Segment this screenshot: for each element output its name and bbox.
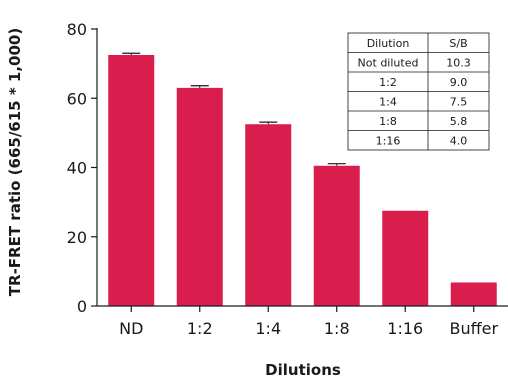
x-ticks-group: ND 1:2 1:4 1:8 1:16 Buffer xyxy=(119,306,498,338)
table-cell-dilution-1: Not diluted xyxy=(358,56,419,69)
table-cell-sb-5: 4.0 xyxy=(450,134,468,147)
x-tick-label-2: 1:4 xyxy=(255,319,281,338)
x-tick-label-3: 1:8 xyxy=(324,319,350,338)
bar-1 xyxy=(176,87,223,306)
table-cell-sb-1: 10.3 xyxy=(446,56,471,69)
bars-group xyxy=(108,52,497,306)
table-cell-dilution-5: 1:16 xyxy=(376,134,401,147)
bar-3 xyxy=(313,165,360,306)
x-tick-label-0: ND xyxy=(119,319,143,338)
x-tick-label-4: 1:16 xyxy=(387,319,423,338)
y-tick-label-0: 0 xyxy=(77,297,87,316)
table-cell-sb-2: 9.0 xyxy=(450,76,468,89)
inset-table: Dilution S/B Not diluted 10.3 1:2 9.0 1:4 7.5 1:… xyxy=(347,32,490,151)
x-tick-label-1: 1:2 xyxy=(187,319,213,338)
x-axis-title: Dilutions xyxy=(265,361,341,377)
table-header-dilution: Dilution xyxy=(367,37,410,50)
bar-4 xyxy=(382,210,429,306)
table-cell-dilution-3: 1:4 xyxy=(379,95,397,108)
table-cell-dilution-2: 1:2 xyxy=(379,76,397,89)
y-axis-title: TR-FRET ratio (665/615 * 1,000) xyxy=(6,28,24,296)
bar-0 xyxy=(108,54,155,306)
y-tick-label-80: 80 xyxy=(67,20,87,39)
y-ticks-group: 0 20 40 60 80 xyxy=(67,20,97,316)
table-cell-sb-4: 5.8 xyxy=(450,115,468,128)
y-tick-label-60: 60 xyxy=(67,89,87,108)
table-cell-sb-3: 7.5 xyxy=(450,95,468,108)
bar-2 xyxy=(245,124,292,306)
x-tick-label-5: Buffer xyxy=(449,319,498,338)
y-tick-label-20: 20 xyxy=(67,228,87,247)
table-cell-dilution-4: 1:8 xyxy=(379,115,397,128)
table-header-sb: S/B xyxy=(449,37,467,50)
y-tick-label-40: 40 xyxy=(67,159,87,178)
bar-5 xyxy=(450,282,497,306)
